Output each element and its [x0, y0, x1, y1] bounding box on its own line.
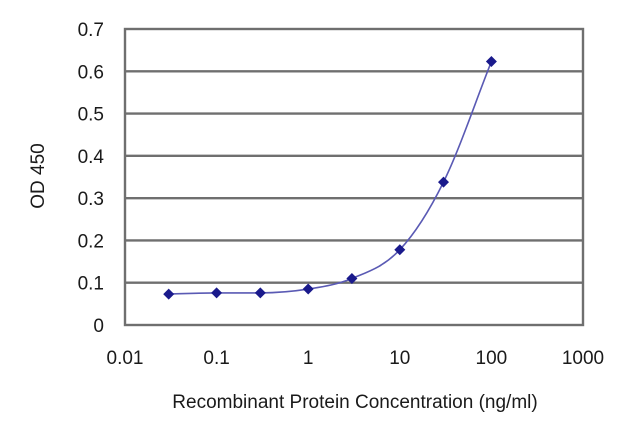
data-point — [211, 287, 223, 299]
data-point — [163, 288, 175, 300]
data-point — [438, 176, 450, 188]
data-point — [302, 283, 314, 295]
x-tick-label: 100 — [476, 348, 508, 369]
y-tick-label: 0.3 — [78, 189, 104, 210]
y-tick-label: 0 — [93, 316, 104, 337]
y-tick-label: 0.7 — [78, 20, 104, 41]
y-tick-label: 0.5 — [78, 105, 104, 126]
data-point — [394, 244, 406, 256]
y-tick-label: 0.1 — [78, 274, 104, 295]
x-tick-label: 0.1 — [203, 348, 229, 369]
x-tick-label: 1 — [303, 348, 314, 369]
y-tick-label: 0.6 — [78, 62, 104, 83]
x-tick-label: 10 — [389, 348, 410, 369]
gridlines — [125, 70, 583, 284]
x-axis-ticks: 0.01 0.1 1 10 100 1000 — [107, 348, 605, 369]
data-point — [346, 272, 358, 284]
x-tick-label: 0.01 — [107, 348, 144, 369]
data-points — [163, 56, 497, 300]
x-axis-title: Recombinant Protein Concentration (ng/ml… — [172, 392, 537, 413]
y-axis-ticks: 0 0.1 0.2 0.3 0.4 0.5 0.6 0.7 — [78, 20, 105, 337]
y-tick-label: 0.2 — [78, 231, 104, 252]
data-point — [485, 56, 497, 68]
x-tick-label: 1000 — [562, 348, 604, 369]
y-tick-label: 0.4 — [78, 147, 105, 168]
data-point — [254, 287, 266, 299]
y-axis-title: OD 450 — [28, 143, 49, 208]
